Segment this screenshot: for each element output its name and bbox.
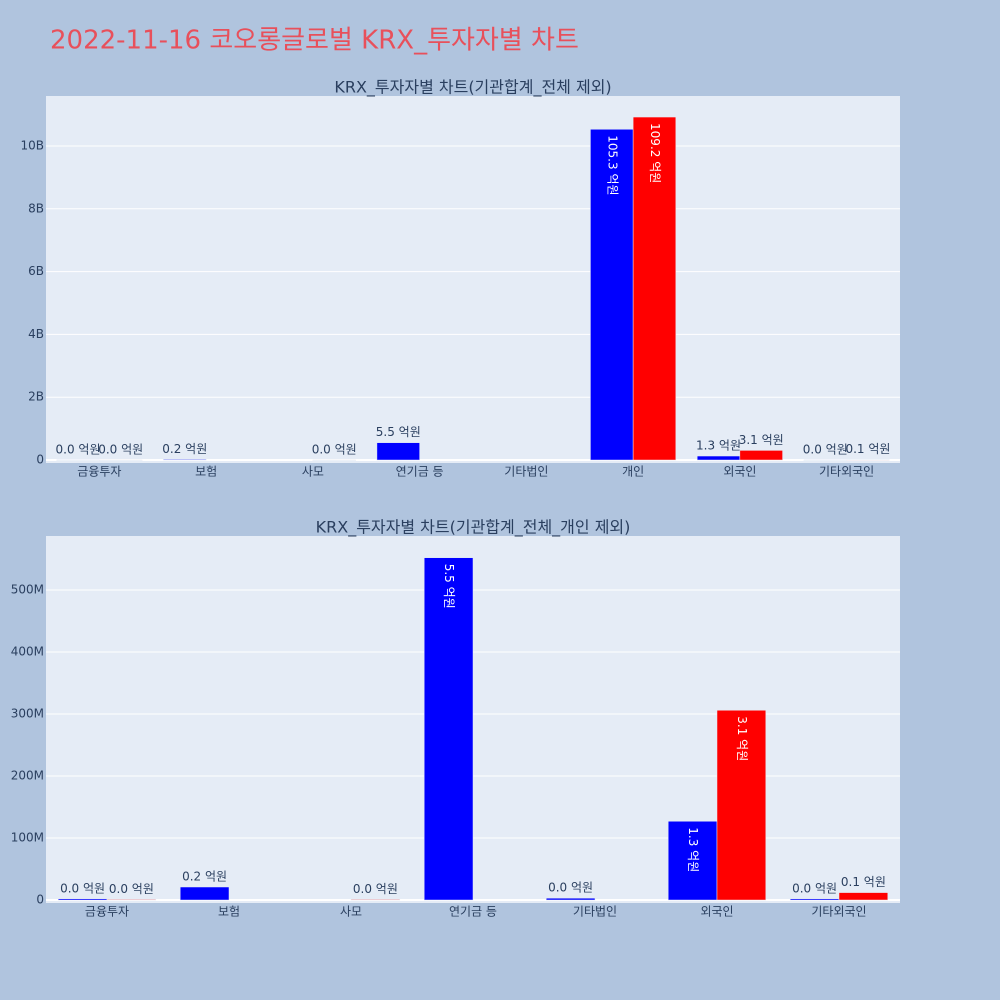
bar-label: 3.1 억원 [735,716,749,761]
x-tick-label: 연기금 등 [449,905,497,919]
bar [803,459,847,461]
y-tick-label: 200M [11,768,44,782]
x-tick-label: 사모 [302,465,324,479]
bar [545,897,596,901]
bar [350,899,401,901]
bar-label: 5.5 억원 [442,564,456,609]
bar-label: 1.3 억원 [696,439,741,453]
bar [846,459,890,461]
y-tick-label: 400M [11,644,44,658]
bar-label: 0.0 억원 [56,442,101,456]
bar [632,116,677,461]
x-tick-label: 기타법인 [573,905,617,919]
x-tick-label: 금융투자 [85,905,129,919]
bar-label: 0.0 억원 [548,881,593,895]
bar-label: 0.0 억원 [792,881,837,895]
y-tick-label: 300M [11,706,44,720]
y-tick-label: 500M [11,582,44,596]
bar [57,898,108,901]
x-tick-label: 사모 [340,905,362,919]
x-tick-label: 연기금 등 [396,465,444,479]
bar-label: 0.2 억원 [182,870,227,884]
bar [789,898,840,901]
y-tick-label: 4B [28,327,44,341]
bar-label: 3.1 억원 [739,433,784,447]
x-tick-label: 개인 [622,465,644,479]
bar-label: 0.0 억원 [109,882,154,896]
bar [696,455,741,461]
x-tick-label: 기타외국인 [811,905,866,919]
bar-label: 0.1 억원 [845,442,890,456]
bar [56,459,100,461]
x-tick-label: 외국인 [723,465,756,479]
x-tick-label: 보험 [195,465,217,479]
bar [312,459,356,461]
y-tick-label: 0 [36,453,44,467]
bar [739,450,783,461]
bar-label: 0.0 억원 [312,442,357,456]
bar [179,886,230,901]
bar [423,557,474,901]
bar [716,710,767,901]
y-tick-label: 6B [28,264,44,278]
y-tick-label: 100M [11,831,44,845]
plot-area [46,96,900,463]
bar [106,899,157,901]
bar-label: 0.0 억원 [60,881,105,895]
page-title: 2022-11-16 코오롱글로벌 KRX_투자자별 차트 [50,26,579,56]
y-tick-label: 2B [28,390,44,404]
bar-label: 0.2 억원 [162,442,207,456]
y-tick-label: 10B [20,138,44,152]
y-tick-label: 8B [28,201,44,215]
x-tick-label: 금융투자 [77,465,121,479]
bar-label: 0.0 억원 [803,442,848,456]
bar-label: 0.0 억원 [353,882,398,896]
bar-label: 109.2 억원 [648,123,662,183]
bar [838,892,889,901]
bar [163,459,207,461]
bar-label: 0.1 억원 [841,875,886,889]
bar [99,459,143,461]
y-tick-label: 0 [36,893,44,907]
bar [667,821,718,901]
chart-title: KRX_투자자별 차트(기관합계_전체_개인 제외) [316,518,631,538]
x-tick-label: 기타외국인 [819,465,874,479]
bar [376,442,420,461]
x-tick-label: 보험 [218,905,240,919]
bar-label: 5.5 억원 [376,425,421,439]
bar-label: 105.3 억원 [605,135,619,195]
x-tick-label: 기타법인 [504,465,548,479]
x-tick-label: 외국인 [700,905,733,919]
bar-label: 0.0 억원 [98,442,143,456]
chart-title: KRX_투자자별 차트(기관합계_전체 제외) [334,78,611,98]
bar-label: 1.3 억원 [686,827,700,872]
